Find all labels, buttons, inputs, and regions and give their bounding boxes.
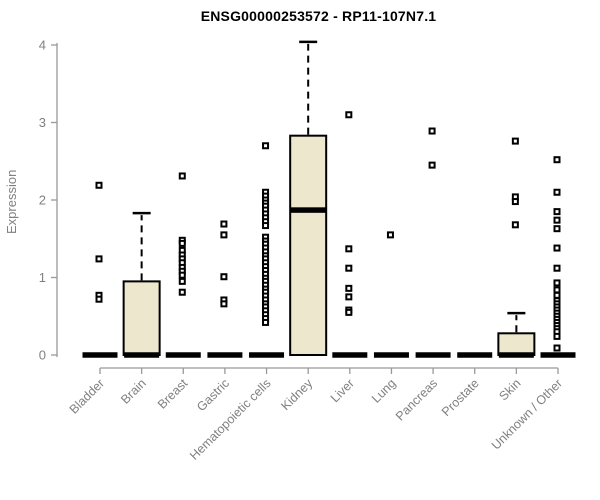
box [122,280,161,356]
outlier-point [553,188,561,196]
boxplot-liver [332,111,368,358]
outlier-point [345,264,353,272]
outlier-point [220,273,228,281]
outlier-point [553,216,561,224]
x-tick-label: Breast [155,376,191,412]
y-tick-label: 4 [39,38,46,53]
x-tick-label: Lung [369,376,399,406]
boxplot-brain [122,211,161,358]
median-bar [207,352,243,358]
outlier-point [95,295,103,303]
boxplot-lung [373,231,409,358]
median-bar [498,352,534,358]
outlier-point [386,231,394,239]
chart-title: ENSG00000253572 - RP11-107N7.1 [200,8,437,24]
y-tick-label: 1 [39,270,46,285]
boxplot-unknown-other [540,156,576,358]
outlier-point [511,198,519,206]
outlier-point [345,308,353,316]
box [497,332,536,356]
outlier-point [262,142,270,150]
outlier-point [428,127,436,135]
y-tick-label: 0 [39,348,46,363]
outlier-point [553,279,561,287]
median-bar [82,352,118,358]
outlier-point [553,244,561,252]
x-tick-label: Liver [328,376,357,405]
outlier-point [95,181,103,189]
median-bar [165,352,201,358]
y-tick-label: 3 [39,115,46,130]
x-tick-label: Gastric [194,376,232,414]
x-tick-label: Hematopoietic cells [187,376,274,463]
outlier-point [553,156,561,164]
boxplot-hematopoietic-cells [249,142,285,358]
outlier-point [345,245,353,253]
outlier-point [345,111,353,119]
outlier-point [511,221,519,229]
outlier-point [511,137,519,145]
outlier-point [553,225,561,233]
outlier-point [178,288,186,296]
boxplot-bladder [82,181,118,358]
outlier-point [553,208,561,216]
box [289,134,328,356]
median-bar [332,352,368,358]
boxplot-pancreas [415,127,451,358]
outlier-point [553,286,561,294]
outlier-point [220,220,228,228]
outlier-point [178,239,186,247]
x-tick-label: Skin [496,376,523,403]
x-tick-label: Brain [118,376,149,407]
x-tick-label: Bladder [67,376,107,416]
outlier-point [262,222,270,230]
outlier-point [178,172,186,180]
x-tick-label: Prostate [439,376,482,419]
outlier-point [428,161,436,169]
median-bar [540,352,576,358]
outlier-point [553,291,561,299]
outlier-point [178,271,186,279]
boxplot-prostate [457,352,493,358]
boxplot-breast [165,172,201,358]
median-bar [249,352,285,358]
outlier-point [178,277,186,285]
outlier-point [220,231,228,239]
median-bar [290,207,326,213]
boxplot-kidney [289,40,328,356]
median-bar [124,352,160,358]
median-bar [457,352,493,358]
outlier-point [262,318,270,326]
outlier-point [220,300,228,308]
x-tick-label: Kidney [278,376,315,413]
outlier-point [345,293,353,301]
outlier-point [345,284,353,292]
y-tick-label: 2 [39,193,46,208]
boxplot-gastric [207,220,243,358]
outlier-point [553,264,561,272]
median-bar [373,352,409,358]
outlier-point [553,344,561,352]
x-tick-label: Pancreas [393,376,440,423]
median-bar [415,352,451,358]
outlier-point [95,255,103,263]
x-tick-label: Unknown / Other [489,376,565,452]
outlier-point [553,332,561,340]
boxplot-skin [497,137,536,358]
